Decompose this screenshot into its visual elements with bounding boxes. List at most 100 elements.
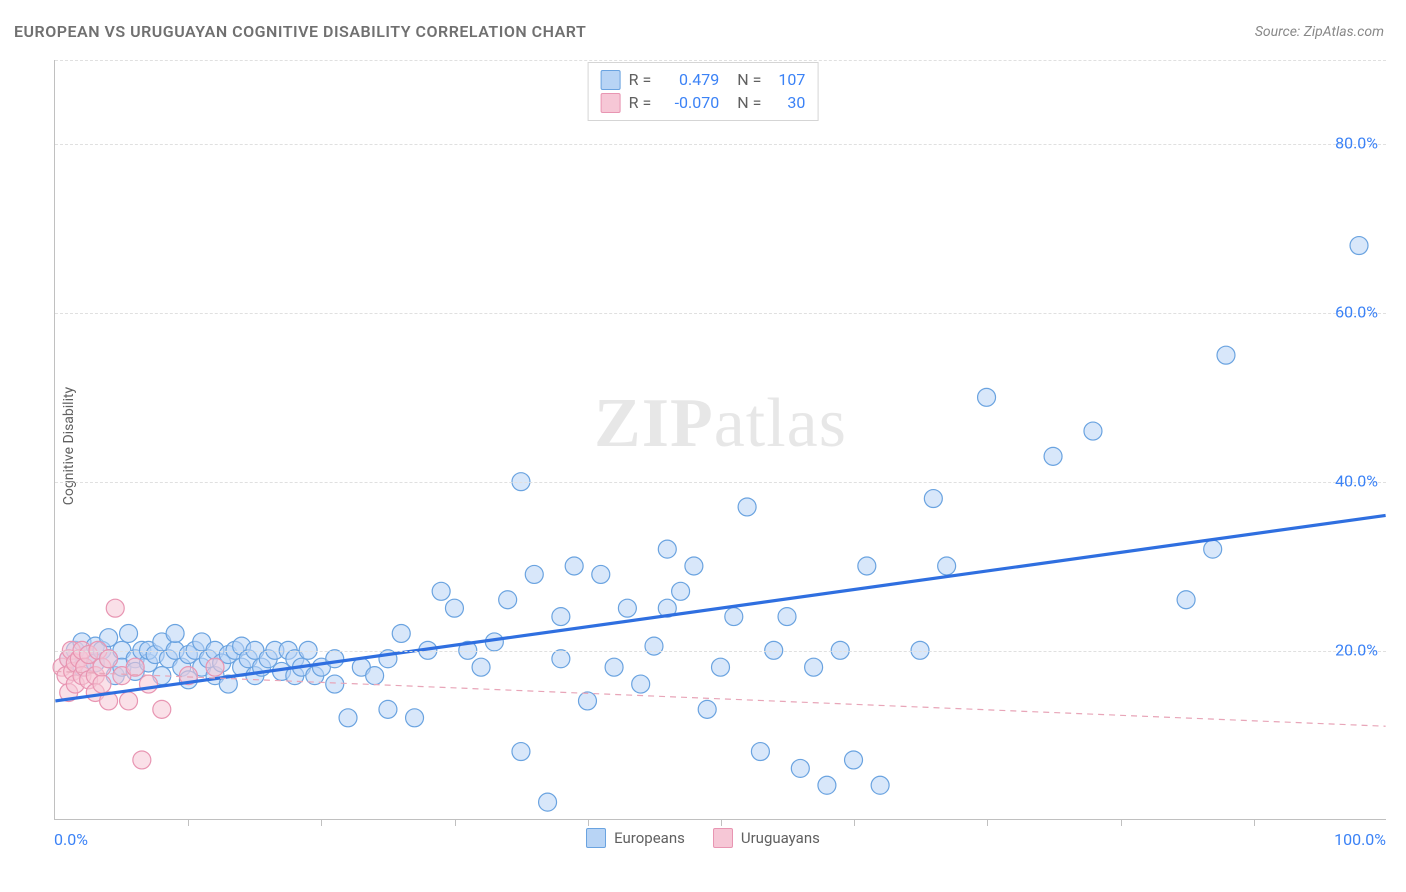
data-point — [938, 557, 956, 575]
data-point — [106, 599, 124, 617]
data-point — [725, 608, 743, 626]
data-point — [738, 498, 756, 516]
data-point — [93, 675, 111, 693]
data-point — [1177, 591, 1195, 609]
data-point — [1217, 346, 1235, 364]
data-point — [845, 751, 863, 769]
data-point — [645, 637, 663, 655]
data-point — [100, 650, 118, 668]
data-point — [166, 624, 184, 642]
data-point — [552, 608, 570, 626]
data-point — [120, 692, 138, 710]
data-point — [778, 608, 796, 626]
x-tick — [1121, 819, 1122, 826]
stats-r-label: R = — [629, 91, 652, 114]
chart-plot-area: ZIPatlas 20.0%40.0%60.0%80.0% — [54, 60, 1386, 820]
data-point — [672, 582, 690, 600]
data-point — [712, 658, 730, 676]
data-point — [791, 759, 809, 777]
x-tick — [721, 819, 722, 826]
legend-item: Europeans — [586, 828, 685, 848]
data-point — [206, 658, 224, 676]
data-point — [698, 700, 716, 718]
data-point — [326, 675, 344, 693]
grid-line — [55, 651, 1386, 652]
data-point — [578, 692, 596, 710]
data-point — [499, 591, 517, 609]
source-attribution: Source: ZipAtlas.com — [1255, 24, 1384, 40]
data-point — [432, 582, 450, 600]
stats-r-label: R = — [629, 68, 652, 91]
data-point — [565, 557, 583, 575]
chart-title: EUROPEAN VS URUGUAYAN COGNITIVE DISABILI… — [14, 22, 586, 41]
stats-swatch — [601, 70, 621, 90]
stats-n-label: N = — [737, 68, 761, 91]
data-point — [978, 388, 996, 406]
stats-n-label: N = — [737, 91, 761, 114]
data-point — [1044, 447, 1062, 465]
plot-svg — [55, 60, 1386, 819]
y-tick-label: 60.0% — [1335, 303, 1378, 322]
data-point — [472, 658, 490, 676]
data-point — [525, 565, 543, 583]
legend-label: Europeans — [614, 829, 685, 847]
data-point — [392, 624, 410, 642]
data-point — [379, 700, 397, 718]
data-point — [552, 650, 570, 668]
bottom-legend: Europeans Uruguayans — [0, 828, 1406, 848]
grid-line — [55, 144, 1386, 145]
data-point — [618, 599, 636, 617]
data-point — [366, 667, 384, 685]
data-point — [1084, 422, 1102, 440]
stats-swatch — [601, 93, 621, 113]
data-point — [126, 658, 144, 676]
stats-r-value: -0.070 — [659, 91, 719, 114]
y-tick-label: 80.0% — [1335, 134, 1378, 153]
legend-swatch — [586, 828, 606, 848]
y-tick-label: 20.0% — [1335, 641, 1378, 660]
data-point — [658, 540, 676, 558]
legend-label: Uruguayans — [741, 829, 820, 847]
stats-n-value: 107 — [769, 68, 805, 91]
x-tick — [588, 819, 589, 826]
data-point — [858, 557, 876, 575]
data-point — [685, 557, 703, 575]
legend-swatch — [713, 828, 733, 848]
data-point — [133, 751, 151, 769]
data-point — [818, 776, 836, 794]
data-point — [539, 793, 557, 811]
data-point — [512, 743, 530, 761]
grid-line — [55, 60, 1386, 61]
data-point — [605, 658, 623, 676]
y-tick-label: 40.0% — [1335, 472, 1378, 491]
data-point — [871, 776, 889, 794]
data-point — [326, 650, 344, 668]
stats-row: R = 0.479 N = 107 — [601, 68, 806, 91]
data-point — [339, 709, 357, 727]
data-point — [445, 599, 463, 617]
legend-item: Uruguayans — [713, 828, 820, 848]
data-point — [924, 490, 942, 508]
x-tick — [188, 819, 189, 826]
data-point — [153, 700, 171, 718]
data-point — [1204, 540, 1222, 558]
x-tick — [987, 819, 988, 826]
x-tick — [321, 819, 322, 826]
data-point — [120, 624, 138, 642]
grid-line — [55, 313, 1386, 314]
x-tick — [1254, 819, 1255, 826]
data-point — [805, 658, 823, 676]
x-tick — [854, 819, 855, 826]
data-point — [592, 565, 610, 583]
stats-n-value: 30 — [769, 91, 805, 114]
data-point — [751, 743, 769, 761]
trend-line — [55, 671, 1385, 726]
data-point — [1350, 237, 1368, 255]
data-point — [632, 675, 650, 693]
data-point — [406, 709, 424, 727]
stats-row: R = -0.070 N = 30 — [601, 91, 806, 114]
grid-line — [55, 482, 1386, 483]
stats-r-value: 0.479 — [659, 68, 719, 91]
x-tick — [455, 819, 456, 826]
stats-box: R = 0.479 N = 107 R = -0.070 N = 30 — [588, 62, 819, 121]
